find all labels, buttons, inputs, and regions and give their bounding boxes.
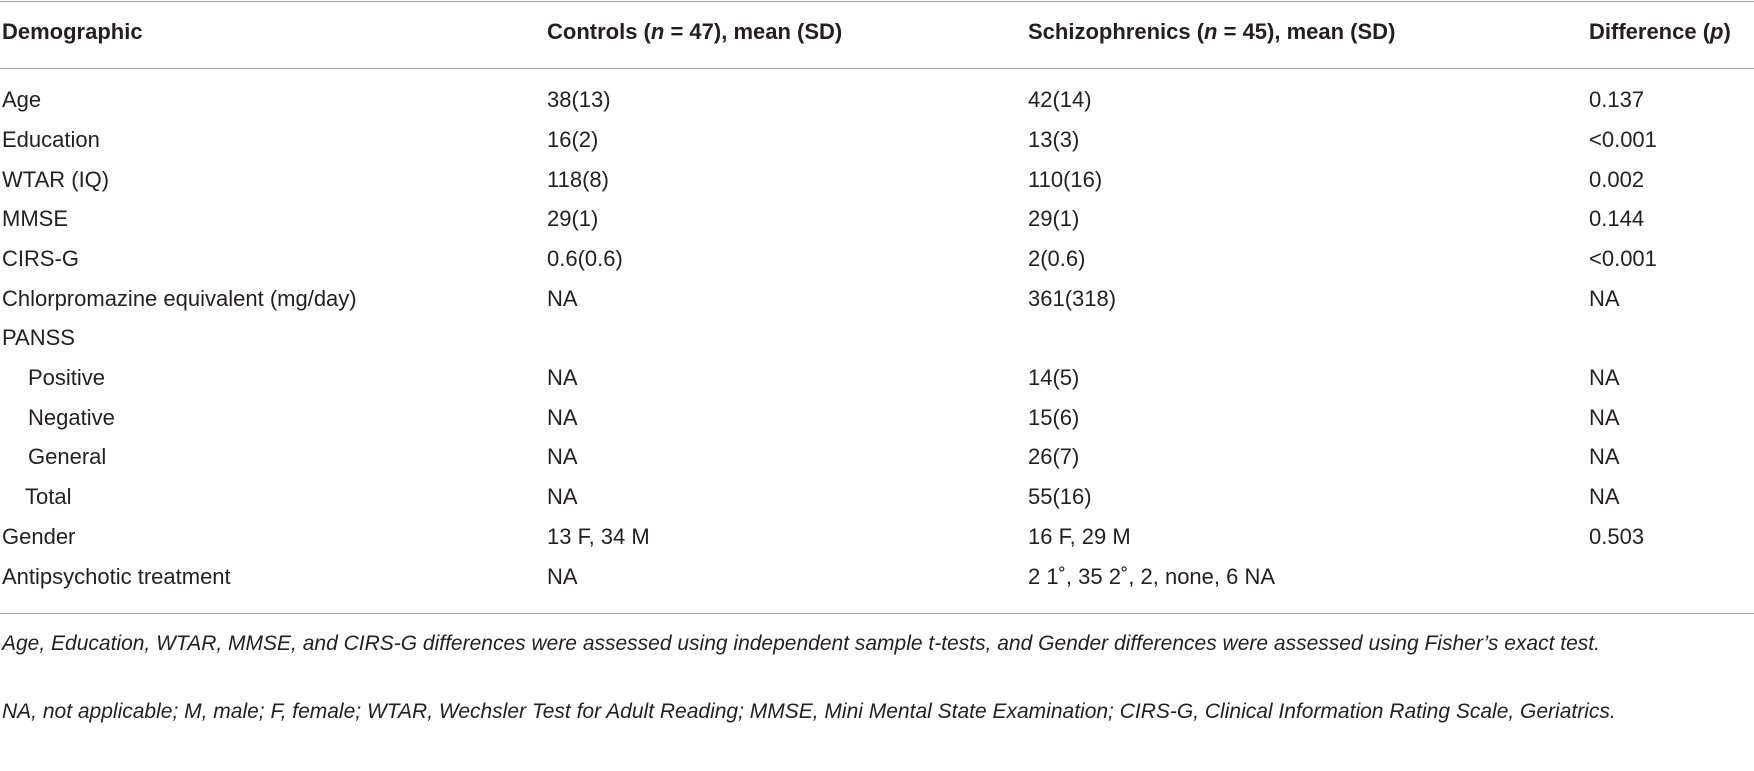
row-label: PANSS xyxy=(2,325,75,350)
schizophrenics-value: 29(1) xyxy=(1028,206,1080,231)
difference-value: <0.001 xyxy=(1589,246,1657,271)
table-row: WTAR (IQ) 118(8) 110(16) 0.002 xyxy=(0,160,1754,200)
controls-value: NA xyxy=(547,365,578,390)
controls-value: 16(2) xyxy=(547,127,599,152)
schizophrenics-value: 14(5) xyxy=(1028,365,1080,390)
schizophrenics-value: 42(14) xyxy=(1028,87,1092,112)
row-label: Negative xyxy=(28,405,115,430)
difference-value: 0.137 xyxy=(1589,87,1645,112)
schizophrenics-value: 16 F, 29 M xyxy=(1028,524,1131,549)
schizophrenics-value: 13(3) xyxy=(1028,127,1080,152)
row-label: Age xyxy=(2,87,42,112)
row-label: General xyxy=(28,444,107,469)
controls-value: NA xyxy=(547,286,578,311)
schizophrenics-value: 55(16) xyxy=(1028,484,1092,509)
row-label: Positive xyxy=(28,365,106,390)
table-abbreviations: NA, not applicable; M, male; F, female; … xyxy=(2,700,1616,723)
controls-value: 0.6(0.6) xyxy=(547,246,623,271)
schizophrenics-value: 361(318) xyxy=(1028,286,1117,311)
difference-value: 0.002 xyxy=(1589,167,1645,192)
table-header-rule xyxy=(0,68,1754,69)
controls-value: NA xyxy=(547,484,578,509)
table-row: General NA 26(7) NA xyxy=(0,437,1754,477)
schizophrenics-value: 110(16) xyxy=(1028,167,1103,192)
table-row: Education 16(2) 13(3) <0.001 xyxy=(0,120,1754,160)
controls-value: NA xyxy=(547,564,578,589)
difference-value: NA xyxy=(1589,444,1620,469)
table-row: MMSE 29(1) 29(1) 0.144 xyxy=(0,199,1754,239)
table-row: CIRS-G 0.6(0.6) 2(0.6) <0.001 xyxy=(0,239,1754,279)
difference-value: <0.001 xyxy=(1589,127,1657,152)
schizophrenics-value: 2 1˚, 35 2˚, 2, none, 6 NA xyxy=(1028,564,1276,589)
row-label: Gender xyxy=(2,524,76,549)
difference-value: NA xyxy=(1589,405,1620,430)
header-demographic: Demographic xyxy=(2,19,143,44)
row-label: Total xyxy=(25,484,72,509)
table-top-rule xyxy=(0,1,1754,2)
table-row: Gender 13 F, 34 M 16 F, 29 M 0.503 xyxy=(0,517,1754,557)
table-row: Age 38(13) 42(14) 0.137 xyxy=(0,80,1754,120)
row-label: MMSE xyxy=(2,206,68,231)
difference-value: NA xyxy=(1589,286,1620,311)
controls-value: 118(8) xyxy=(547,167,609,192)
schizophrenics-value: 2(0.6) xyxy=(1028,246,1086,271)
controls-value: NA xyxy=(547,405,578,430)
table-row: Chlorpromazine equivalent (mg/day) NA 36… xyxy=(0,279,1754,319)
header-schizophrenics: Schizophrenics (n = 45), mean (SD) xyxy=(1028,19,1396,44)
table-row: Total NA 55(16) NA xyxy=(0,477,1754,517)
difference-value: NA xyxy=(1589,365,1620,390)
table-footnote: Age, Education, WTAR, MMSE, and CIRS-G d… xyxy=(2,632,1600,655)
difference-value: 0.144 xyxy=(1589,206,1645,231)
schizophrenics-value: 15(6) xyxy=(1028,405,1080,430)
row-label: WTAR (IQ) xyxy=(2,167,110,192)
controls-value: 13 F, 34 M xyxy=(547,524,650,549)
table-header-row: Demographic Controls (n = 47), mean (SD)… xyxy=(0,12,1754,52)
row-label: Education xyxy=(2,127,100,152)
table-row: Positive NA 14(5) NA xyxy=(0,358,1754,398)
row-label: CIRS-G xyxy=(2,246,79,271)
row-label: Antipsychotic treatment xyxy=(2,564,231,589)
difference-value: NA xyxy=(1589,484,1620,509)
controls-value: 29(1) xyxy=(547,206,599,231)
header-controls: Controls (n = 47), mean (SD) xyxy=(547,19,843,44)
header-difference: Difference (p) xyxy=(1589,19,1731,44)
difference-value: 0.503 xyxy=(1589,524,1645,549)
table-bottom-rule xyxy=(0,613,1754,614)
schizophrenics-value: 26(7) xyxy=(1028,444,1080,469)
controls-value: NA xyxy=(547,444,578,469)
controls-value: 38(13) xyxy=(547,87,611,112)
table-row: Antipsychotic treatment NA 2 1˚, 35 2˚, … xyxy=(0,557,1754,597)
row-label: Chlorpromazine equivalent (mg/day) xyxy=(2,286,357,311)
table-row: Negative NA 15(6) NA xyxy=(0,398,1754,438)
table-row: PANSS xyxy=(0,318,1754,358)
